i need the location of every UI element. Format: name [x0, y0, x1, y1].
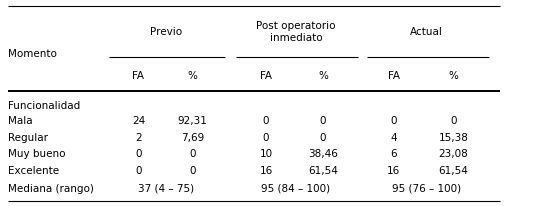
Text: Regular: Regular	[8, 132, 48, 142]
Text: 61,54: 61,54	[308, 165, 338, 175]
Text: Funcionalidad: Funcionalidad	[8, 100, 80, 110]
Text: 6: 6	[390, 149, 397, 158]
Text: 0: 0	[190, 149, 196, 158]
Text: 16: 16	[387, 165, 400, 175]
Text: Mediana (rango): Mediana (rango)	[8, 183, 94, 193]
Text: 16: 16	[260, 165, 273, 175]
Text: 7,69: 7,69	[181, 132, 204, 142]
Text: 24: 24	[132, 116, 145, 125]
Text: 0: 0	[320, 116, 326, 125]
Text: 95 (84 – 100): 95 (84 – 100)	[261, 183, 331, 193]
Text: Previo: Previo	[149, 27, 182, 37]
Text: 0: 0	[135, 165, 142, 175]
Text: 0: 0	[263, 116, 269, 125]
Text: Momento: Momento	[8, 49, 57, 59]
Text: 0: 0	[190, 165, 196, 175]
Text: 92,31: 92,31	[178, 116, 208, 125]
Text: 0: 0	[390, 116, 397, 125]
Text: 2: 2	[135, 132, 142, 142]
Text: FA: FA	[260, 70, 272, 80]
Text: Actual: Actual	[410, 27, 443, 37]
Text: Muy bueno: Muy bueno	[8, 149, 66, 158]
Text: %: %	[318, 70, 328, 80]
Text: 0: 0	[135, 149, 142, 158]
Text: 15,38: 15,38	[438, 132, 469, 142]
Text: 4: 4	[390, 132, 397, 142]
Text: Mala: Mala	[8, 116, 33, 125]
Text: FA: FA	[132, 70, 144, 80]
Text: %: %	[449, 70, 458, 80]
Text: FA: FA	[388, 70, 400, 80]
Text: 38,46: 38,46	[308, 149, 338, 158]
Text: 10: 10	[260, 149, 273, 158]
Text: 95 (76 – 100): 95 (76 – 100)	[392, 183, 461, 193]
Text: Post operatorio
inmediato: Post operatorio inmediato	[256, 21, 336, 43]
Text: 0: 0	[450, 116, 457, 125]
Text: 37 (4 – 75): 37 (4 – 75)	[137, 183, 194, 193]
Text: 23,08: 23,08	[439, 149, 468, 158]
Text: %: %	[188, 70, 198, 80]
Text: Excelente: Excelente	[8, 165, 59, 175]
Text: 0: 0	[263, 132, 269, 142]
Text: 61,54: 61,54	[438, 165, 469, 175]
Text: 0: 0	[320, 132, 326, 142]
